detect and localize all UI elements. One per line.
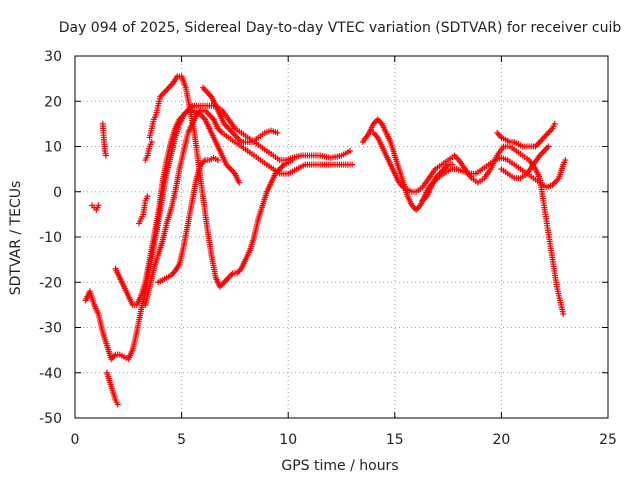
series-track-e xyxy=(112,107,243,308)
data-point xyxy=(545,143,552,150)
data-point xyxy=(114,401,121,408)
x-axis-label: GPS time / hours xyxy=(281,458,398,474)
data-point xyxy=(214,157,221,164)
series-track-o xyxy=(419,161,456,204)
data-point xyxy=(95,202,102,209)
x-tick-label: 25 xyxy=(599,432,617,448)
data-marks xyxy=(82,73,569,408)
series-track-i xyxy=(142,138,155,164)
y-tick-label: 10 xyxy=(44,140,62,156)
y-tick-label: 20 xyxy=(44,94,62,110)
data-point xyxy=(551,120,558,127)
y-tick-label: -30 xyxy=(39,321,62,337)
series-track-d xyxy=(89,202,102,213)
series-track-h xyxy=(146,73,296,290)
series-track-m xyxy=(370,129,567,317)
data-point xyxy=(560,310,567,317)
data-point xyxy=(144,193,151,200)
series-track-f xyxy=(135,193,151,227)
y-tick-label: -20 xyxy=(39,275,62,291)
x-tick-label: 20 xyxy=(492,432,510,448)
y-tick-label: -40 xyxy=(39,366,62,382)
x-tick-label: 10 xyxy=(279,432,297,448)
series-track-a xyxy=(82,102,354,363)
y-tick-label: -10 xyxy=(39,230,62,246)
x-tick-label: 15 xyxy=(386,432,404,448)
series-track-b xyxy=(103,369,121,408)
series-track-n xyxy=(494,120,558,150)
x-tick-label: 5 xyxy=(177,432,186,448)
data-point xyxy=(148,138,155,145)
data-point xyxy=(274,129,281,136)
data-point xyxy=(449,161,456,168)
axis-ticks: 0 5 10 15 20 25 -50 -40 -30 -20 -10 0 10 20 30 xyxy=(39,49,617,448)
y-tick-label: 30 xyxy=(44,49,62,65)
series-track-k xyxy=(199,84,281,145)
data-point xyxy=(102,152,109,159)
data-point xyxy=(562,157,569,164)
series-track-c xyxy=(99,120,109,159)
data-point xyxy=(289,157,296,164)
y-axis-label: SDTVAR / TECUs xyxy=(8,181,24,296)
data-point xyxy=(349,161,356,168)
data-point xyxy=(347,148,354,155)
series-track-p xyxy=(498,143,552,182)
y-tick-label: -50 xyxy=(39,411,62,427)
series-track-j xyxy=(155,154,221,286)
y-tick-label: 0 xyxy=(53,185,62,201)
x-tick-label: 0 xyxy=(71,432,80,448)
data-point xyxy=(236,179,243,186)
chart-title: Day 094 of 2025, Sidereal Day-to-day VTE… xyxy=(59,20,622,36)
